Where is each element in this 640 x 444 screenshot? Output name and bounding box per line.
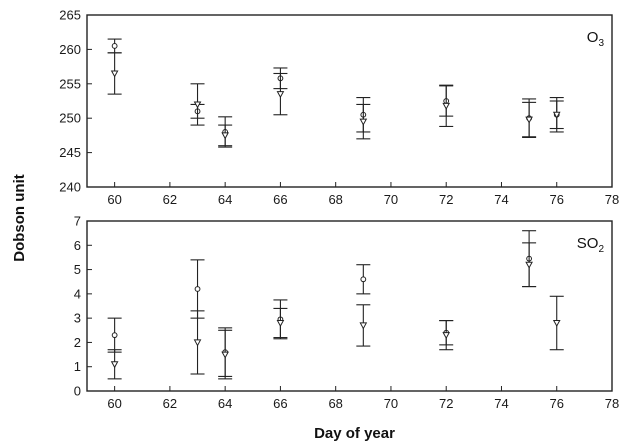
y-tick-label: 0 (74, 384, 81, 399)
y-tick-label: 265 (59, 8, 81, 23)
data-point-triangle (193, 101, 202, 109)
data-point-triangle (221, 351, 230, 359)
data-point-triangle (552, 320, 561, 328)
y-tick-label: 255 (59, 76, 81, 91)
x-tick-label: 72 (439, 192, 453, 207)
data-point-triangle (221, 132, 230, 140)
x-tick-label: 60 (107, 396, 121, 411)
x-tick-label: 62 (163, 396, 177, 411)
y-tick-label: 4 (74, 286, 81, 301)
y-tick-label: 5 (74, 262, 81, 277)
x-tick-label: 74 (494, 192, 508, 207)
panel-tag: SO2 (577, 235, 605, 255)
panel-frame (86, 220, 613, 392)
data-point-triangle (276, 91, 285, 99)
x-tick-label: 66 (273, 192, 287, 207)
panel-tag: O3 (587, 29, 605, 49)
x-tick-label: 78 (605, 192, 619, 207)
data-point-circle (111, 332, 118, 339)
x-tick-label: 70 (384, 396, 398, 411)
data-point-triangle (359, 118, 368, 126)
data-point-triangle (525, 261, 533, 269)
y-tick-label: 245 (59, 145, 81, 160)
data-point-triangle (110, 70, 119, 78)
data-point-triangle (359, 322, 368, 330)
y-tick-label: 7 (74, 214, 81, 229)
x-tick-label: 76 (550, 192, 564, 207)
y-tick-label: 2 (74, 335, 81, 350)
data-point-circle (194, 286, 201, 292)
y-tick-label: 1 (74, 359, 81, 374)
panel-frame (86, 14, 613, 188)
x-tick-label: 64 (218, 396, 232, 411)
x-tick-label: 62 (163, 192, 177, 207)
x-tick-label: 66 (273, 396, 287, 411)
x-tick-label: 72 (439, 396, 453, 411)
data-point-triangle (442, 102, 451, 110)
x-tick-label: 68 (328, 192, 342, 207)
data-point-triangle (442, 332, 451, 340)
y-tick-label: 3 (74, 311, 81, 326)
data-point-circle (111, 43, 118, 49)
y-tick-label: 6 (74, 238, 81, 253)
data-point-triangle (110, 361, 119, 369)
y-tick-label: 260 (59, 42, 81, 57)
x-tick-label: 68 (328, 396, 342, 411)
x-tick-label: 74 (494, 396, 508, 411)
y-tick-label: 240 (59, 180, 81, 195)
x-tick-label: 78 (605, 396, 619, 411)
data-point-triangle (525, 116, 533, 124)
x-tick-label: 64 (218, 192, 232, 207)
data-point-circle (360, 276, 367, 283)
data-point-triangle (552, 111, 561, 119)
data-point-triangle (193, 339, 202, 347)
data-point-triangle (276, 320, 285, 328)
x-tick-label: 60 (107, 192, 121, 207)
y-axis-label: Dobson unit (11, 174, 28, 261)
y-tick-label: 250 (59, 111, 81, 126)
x-axis-label: Day of year (314, 425, 395, 442)
x-tick-label: 76 (550, 396, 564, 411)
x-tick-label: 70 (384, 192, 398, 207)
